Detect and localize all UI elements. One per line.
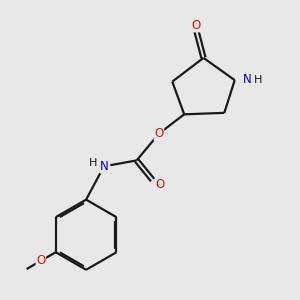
Text: O: O <box>154 127 164 140</box>
Text: O: O <box>156 178 165 191</box>
Text: H: H <box>89 158 98 168</box>
Text: N: N <box>100 160 109 173</box>
Text: O: O <box>191 19 201 32</box>
Text: N: N <box>243 73 252 86</box>
Text: H: H <box>254 75 263 85</box>
Text: O: O <box>36 254 45 267</box>
